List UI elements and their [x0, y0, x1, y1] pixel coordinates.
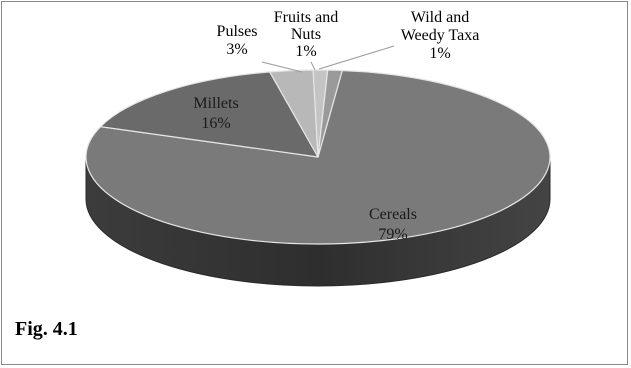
leader-line-pulses [261, 61, 303, 73]
leader-line-wild-and-weedy-taxa [318, 45, 395, 70]
slice-label-fruits-and-nuts: Fruits and Nuts 1% [274, 9, 338, 60]
leader-line-fruits-and-nuts [310, 61, 316, 71]
slice-label-pulses: Pulses 3% [217, 23, 258, 58]
pie-slice-millets [99, 71, 319, 158]
slice-label-millets: Millets 16% [193, 95, 238, 132]
slice-label-cereals: Cereals 79% [369, 206, 417, 243]
figure-caption: Fig. 4.1 [15, 318, 78, 340]
pie-slice-wild-and-weedy-taxa [317, 69, 343, 158]
slice-label-wild-and-weedy-taxa: Wild and Weedy Taxa 1% [401, 9, 480, 62]
